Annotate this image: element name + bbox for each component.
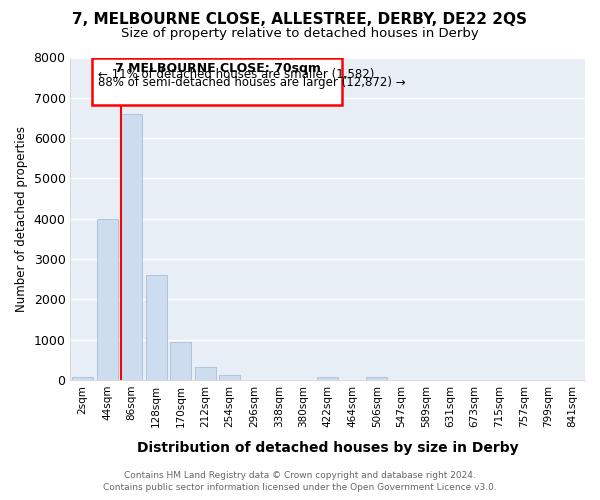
Bar [195,367,215,380]
Text: Contains HM Land Registry data © Crown copyright and database right 2024.
Contai: Contains HM Land Registry data © Crown c… [103,471,497,492]
Y-axis label: Number of detached properties: Number of detached properties [15,126,28,312]
Bar [97,219,118,380]
Bar [317,377,338,380]
Text: Size of property relative to detached houses in Derby: Size of property relative to detached ho… [121,28,479,40]
Bar [367,378,387,380]
Text: 7, MELBOURNE CLOSE, ALLESTREE, DERBY, DE22 2QS: 7, MELBOURNE CLOSE, ALLESTREE, DERBY, DE… [73,12,527,28]
Text: 7 MELBOURNE CLOSE: 70sqm: 7 MELBOURNE CLOSE: 70sqm [115,62,320,74]
Bar [146,276,167,380]
Text: 88% of semi-detached houses are larger (12,872) →: 88% of semi-detached houses are larger (… [98,76,405,88]
Bar [170,342,191,380]
X-axis label: Distribution of detached houses by size in Derby: Distribution of detached houses by size … [137,441,518,455]
Bar [92,58,343,105]
Bar [121,114,142,380]
Bar [219,375,240,380]
Bar [72,377,93,380]
Text: ← 11% of detached houses are smaller (1,582): ← 11% of detached houses are smaller (1,… [98,68,374,80]
